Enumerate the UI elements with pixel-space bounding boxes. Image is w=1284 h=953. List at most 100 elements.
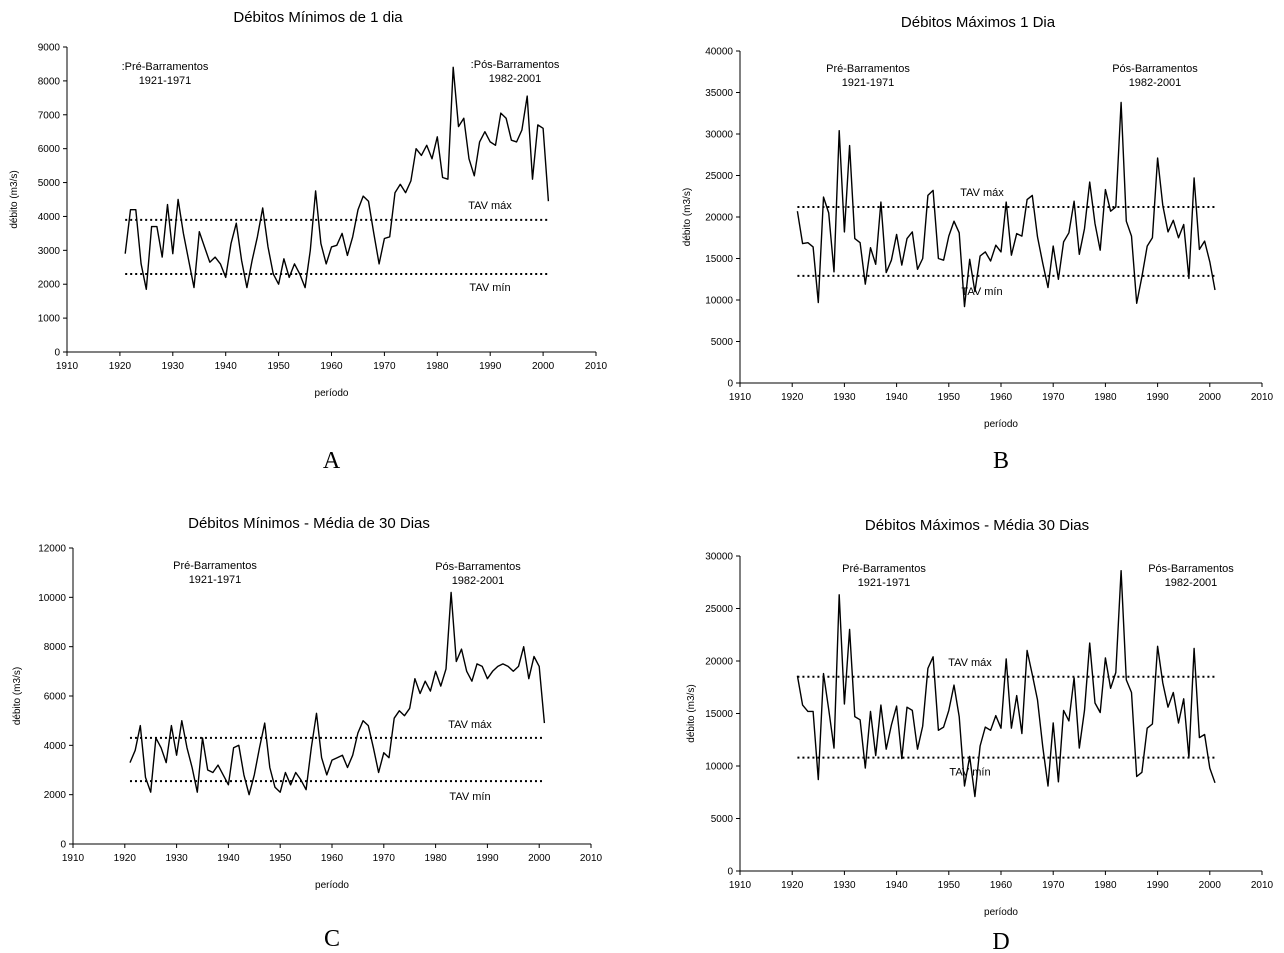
x-tick-label: 1910 [56,361,79,372]
post-dam-annotation: :Pós-Barramentos [471,59,560,71]
y-tick-label: 5000 [711,814,734,825]
tav-min-label: TAV mín [961,286,1002,298]
x-tick-label: 2000 [1199,392,1222,403]
x-tick-label: 1980 [424,853,447,864]
post-dam-annotation: Pós-Barramentos [435,561,521,573]
tav-max-label: TAV máx [468,200,512,212]
y-tick-label: 25000 [705,171,733,182]
y-tick-label: 0 [727,867,733,878]
y-tick-label: 4000 [44,741,67,752]
pre-dam-annotation: Pré-Barramentos [826,63,910,75]
pre-dam-annotation: 1921-1971 [139,75,192,87]
x-tick-label: 2000 [532,361,555,372]
y-tick-label: 35000 [705,88,733,99]
x-tick-label: 2010 [1251,880,1274,891]
y-tick-label: 15000 [705,709,733,720]
x-tick-label: 1970 [373,361,396,372]
panel-label: B [993,448,1009,474]
pre-dam-annotation: 1921-1971 [189,574,242,586]
y-axis-label: débito (m3/s) [9,170,20,228]
chart-panel-b: Débitos Máximos 1 Dia 0 5000 10000 15000 2000… [682,14,1274,474]
x-tick-label: 2010 [580,853,603,864]
x-tick-label: 1950 [267,361,290,372]
x-tick-label: 1920 [781,880,804,891]
x-tick-label: 1930 [165,853,188,864]
y-tick-label: 6000 [44,692,67,703]
y-tick-label: 10000 [705,762,733,773]
y-tick-label: 0 [60,840,66,851]
tav-min-label: TAV mín [449,791,490,803]
post-dam-annotation: Pós-Barramentos [1112,63,1198,75]
x-tick-label: 2010 [585,361,608,372]
panel-label: A [323,448,341,474]
pre-dam-annotation: :Pré-Barramentos [122,61,209,73]
x-tick-label: 1920 [109,361,132,372]
y-tick-label: 40000 [705,47,733,58]
x-tick-label: 1950 [938,880,961,891]
y-tick-label: 0 [54,348,60,359]
series-line [129,591,546,796]
pre-dam-annotation: Pré-Barramentos [842,563,926,575]
panel-label: D [992,929,1009,953]
post-dam-annotation: 1982-2001 [1165,577,1218,589]
y-axis-label: débito (m3/s) [686,684,697,742]
y-tick-label: 2000 [38,280,61,291]
x-tick-label: 1940 [217,853,240,864]
y-tick-label: 3000 [38,246,61,257]
chart-title: Débitos Mínimos de 1 dia [233,9,403,26]
x-tick-label: 1960 [320,361,343,372]
tav-max-label: TAV máx [948,657,992,669]
x-tick-label: 1990 [476,853,499,864]
x-tick-label: 1910 [62,853,85,864]
x-tick-label: 1910 [729,392,752,403]
y-tick-label: 20000 [705,657,733,668]
y-tick-label: 7000 [38,110,61,121]
y-tick-label: 20000 [705,213,733,224]
x-tick-label: 1930 [833,392,856,403]
y-tick-label: 10000 [38,593,66,604]
x-tick-label: 1980 [1094,880,1117,891]
post-dam-annotation: 1982-2001 [489,73,542,85]
y-tick-label: 30000 [705,552,733,563]
y-tick-label: 9000 [38,43,61,54]
x-tick-label: 1940 [885,880,908,891]
y-tick-label: 5000 [711,337,734,348]
y-tick-label: 6000 [38,144,61,155]
y-tick-label: 8000 [44,642,67,653]
x-tick-label: 2010 [1251,392,1274,403]
y-tick-label: 25000 [705,604,733,615]
chart-panel-c: Débitos Mínimos - Média de 30 Dias 0 2000 4… [12,515,603,952]
series-line [124,66,550,290]
y-tick-label: 8000 [38,76,61,87]
x-tick-label: 1930 [162,361,185,372]
y-tick-label: 10000 [705,296,733,307]
series-line [796,101,1216,308]
pre-dam-annotation: 1921-1971 [842,77,895,89]
y-tick-label: 0 [727,379,733,390]
x-tick-label: 1910 [729,880,752,891]
x-tick-label: 1970 [1042,880,1065,891]
x-tick-label: 1940 [215,361,238,372]
chart-title: Débitos Máximos 1 Dia [901,14,1056,31]
y-tick-label: 2000 [44,790,67,801]
panel-label: C [324,926,340,952]
chart-title: Débitos Máximos - Média 30 Dias [865,517,1089,534]
pre-dam-annotation: Pré-Barramentos [173,560,257,572]
y-axis-label: débito (m3/s) [12,667,23,725]
post-dam-annotation: Pós-Barramentos [1148,563,1234,575]
tav-max-label: TAV máx [448,719,492,731]
x-tick-label: 1940 [885,392,908,403]
x-tick-label: 2000 [528,853,551,864]
tav-max-label: TAV máx [960,187,1004,199]
x-tick-label: 1980 [426,361,449,372]
x-axis-label: período [315,388,349,399]
y-tick-label: 12000 [38,544,66,555]
x-axis-label: período [984,907,1018,918]
y-tick-label: 5000 [38,178,61,189]
y-axis-label: débito (m3/s) [682,188,693,246]
x-axis-label: período [984,419,1018,430]
y-tick-label: 1000 [38,314,61,325]
tav-min-label: TAV mín [469,282,510,294]
x-axis-label: período [315,880,349,891]
